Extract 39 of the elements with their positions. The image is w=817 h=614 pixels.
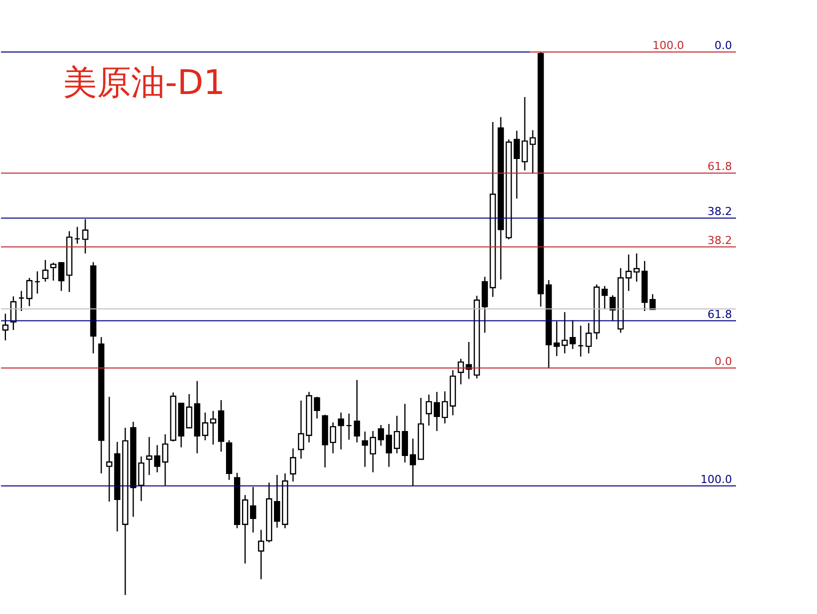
chart-title: 美原油-D1 [63,63,226,103]
candlestick [394,415,400,454]
candlestick [26,277,32,307]
candlestick [82,218,88,254]
candlestick [18,290,24,312]
candlestick [346,413,352,440]
candlestick [298,400,304,460]
annotation: 61.8 [708,308,732,321]
candlestick [258,529,264,580]
candlestick [362,430,368,468]
annotation: 100.0 [652,39,684,52]
candlestick [74,226,80,244]
candlestick [650,294,656,311]
candlestick [402,403,408,464]
annotation: 38.2 [708,234,732,247]
candlestick [338,412,344,450]
annotation: 100.0 [700,472,732,486]
annotation: 38.2 [708,205,732,218]
annotation: 61.8 [708,160,732,174]
candlestick [626,254,632,292]
candlestick [290,448,296,482]
candlestick [274,474,280,528]
candlestick [634,252,640,282]
candlestick [370,430,376,473]
candlestick [34,270,40,294]
candlestick [426,394,432,426]
annotation: 0.0 [714,355,732,368]
candlestick [42,259,48,282]
candlestick [386,423,392,468]
candlestick [410,438,416,486]
candlestick [250,486,256,534]
candlestick [354,379,360,444]
candlestick [578,325,584,358]
candlestick [434,391,440,432]
candlestick [10,296,16,331]
annotation: 0.0 [714,39,732,52]
candlestick [330,422,336,454]
candlestick [314,396,320,420]
candlestick [378,424,384,446]
